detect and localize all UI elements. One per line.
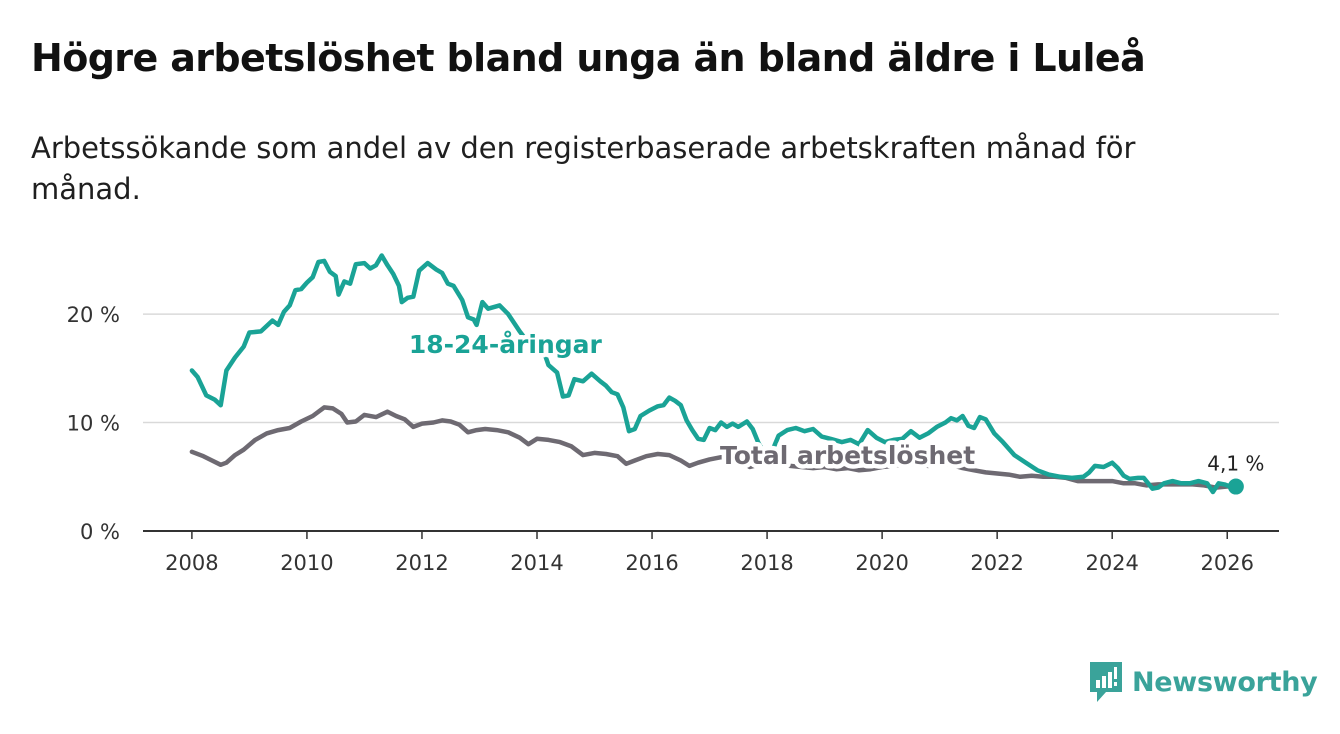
x-tick-label: 2008 (165, 551, 218, 575)
x-tick-label: 2010 (280, 551, 333, 575)
chart-subtitle: Arbetssökande som andel av den registerb… (31, 131, 1136, 206)
y-tick-label: 20 % (67, 303, 120, 327)
x-tick-label: 2024 (1085, 551, 1138, 575)
end-value-label: 4,1 % (1207, 452, 1264, 476)
newsworthy-logo-text: Newsworthy (1132, 666, 1318, 698)
chart-title: Högre arbetslöshet bland unga än bland ä… (31, 36, 1146, 80)
newsworthy-chart-icon (1090, 662, 1122, 702)
x-tick-label: 2020 (855, 551, 908, 575)
x-tick-label: 2016 (625, 551, 678, 575)
series-lines (189, 253, 1239, 495)
total-series-label: Total arbetslöshet (720, 441, 975, 470)
newsworthy-logo: Newsworthy (1088, 660, 1318, 704)
x-tick-label: 2026 (1201, 551, 1254, 575)
axes: 0 % 10 % 20 % 2008 2010 2012 2014 2016 2018 2020 2… (67, 303, 1279, 575)
end-point-marker (1227, 478, 1244, 495)
youth-series-label: 18-24-åringar (409, 330, 603, 359)
grid-lines (143, 313, 1279, 424)
y-tick-label: 10 % (67, 412, 120, 436)
series-label-halo: 18-24-åringar (409, 330, 603, 359)
x-tick-label: 2014 (510, 551, 563, 575)
youth-series-line (189, 253, 1239, 495)
x-tick-label: 2018 (740, 551, 793, 575)
y-tick-label: 0 % (80, 520, 120, 544)
series-label-halo: Total arbetslöshet (720, 441, 975, 470)
x-tick-label: 2022 (970, 551, 1023, 575)
x-tick-label: 2012 (395, 551, 448, 575)
